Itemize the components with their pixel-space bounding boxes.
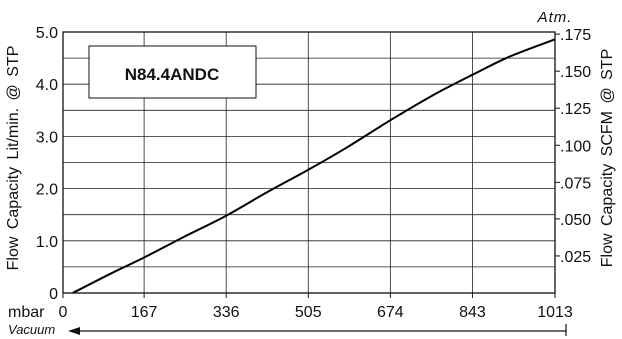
y-left-tick-label: 2.0 bbox=[36, 182, 58, 199]
y-right-tick-label: .075 bbox=[560, 175, 591, 192]
y-axis-right: .025 .050 .075 .100 .125 .150 .175 bbox=[555, 27, 591, 266]
plot-frame bbox=[62, 31, 556, 294]
y-right-tick-label: .025 bbox=[560, 249, 591, 266]
y-right-tick-label: .175 bbox=[560, 27, 591, 44]
x-axis-unit-label: mbar bbox=[8, 304, 45, 321]
x-tick-label: 843 bbox=[459, 304, 486, 321]
model-box bbox=[88, 45, 257, 99]
data-series bbox=[72, 38, 556, 294]
x-tick-label: 0 bbox=[59, 304, 68, 321]
y-right-tick-label: .100 bbox=[560, 138, 591, 155]
y-left-tick-label: 0 bbox=[49, 286, 58, 303]
y-right-tick-label: .050 bbox=[560, 212, 591, 229]
x-tick-label: 505 bbox=[295, 304, 322, 321]
x-tick-label: 167 bbox=[131, 304, 158, 321]
y-right-tick-label: .125 bbox=[560, 101, 591, 118]
flow-curve-line bbox=[72, 38, 556, 294]
y-left-tick-label: 1.0 bbox=[36, 234, 58, 251]
grid-lines bbox=[63, 32, 555, 293]
model-label-box: N84.4ANDC bbox=[88, 45, 257, 99]
y-axis-left: 0 1.0 2.0 3.0 4.0 5.0 bbox=[36, 25, 58, 303]
x-tick-label: 1013 bbox=[537, 304, 573, 321]
x-tick-label: 336 bbox=[213, 304, 240, 321]
vacuum-arrow bbox=[68, 324, 567, 336]
y-left-tick-label: 3.0 bbox=[36, 129, 58, 146]
x-tick-label: 674 bbox=[377, 304, 404, 321]
y-right-tick-label: .150 bbox=[560, 64, 591, 81]
y-axis-right-label: Flow Capacity SCFM @ STP bbox=[599, 49, 616, 268]
y-left-tick-label: 5.0 bbox=[36, 25, 58, 42]
atm-label: Atm. bbox=[537, 9, 573, 26]
x-axis: 0 167 336 505 674 843 1013 bbox=[59, 293, 573, 321]
y-axis-left-label: Flow Capacity Lit/min. @ STP bbox=[5, 46, 22, 271]
chart-title: N84.4ANDC bbox=[125, 65, 219, 84]
vacuum-label: Vacuum bbox=[8, 322, 55, 337]
y-left-tick-label: 4.0 bbox=[36, 77, 58, 94]
